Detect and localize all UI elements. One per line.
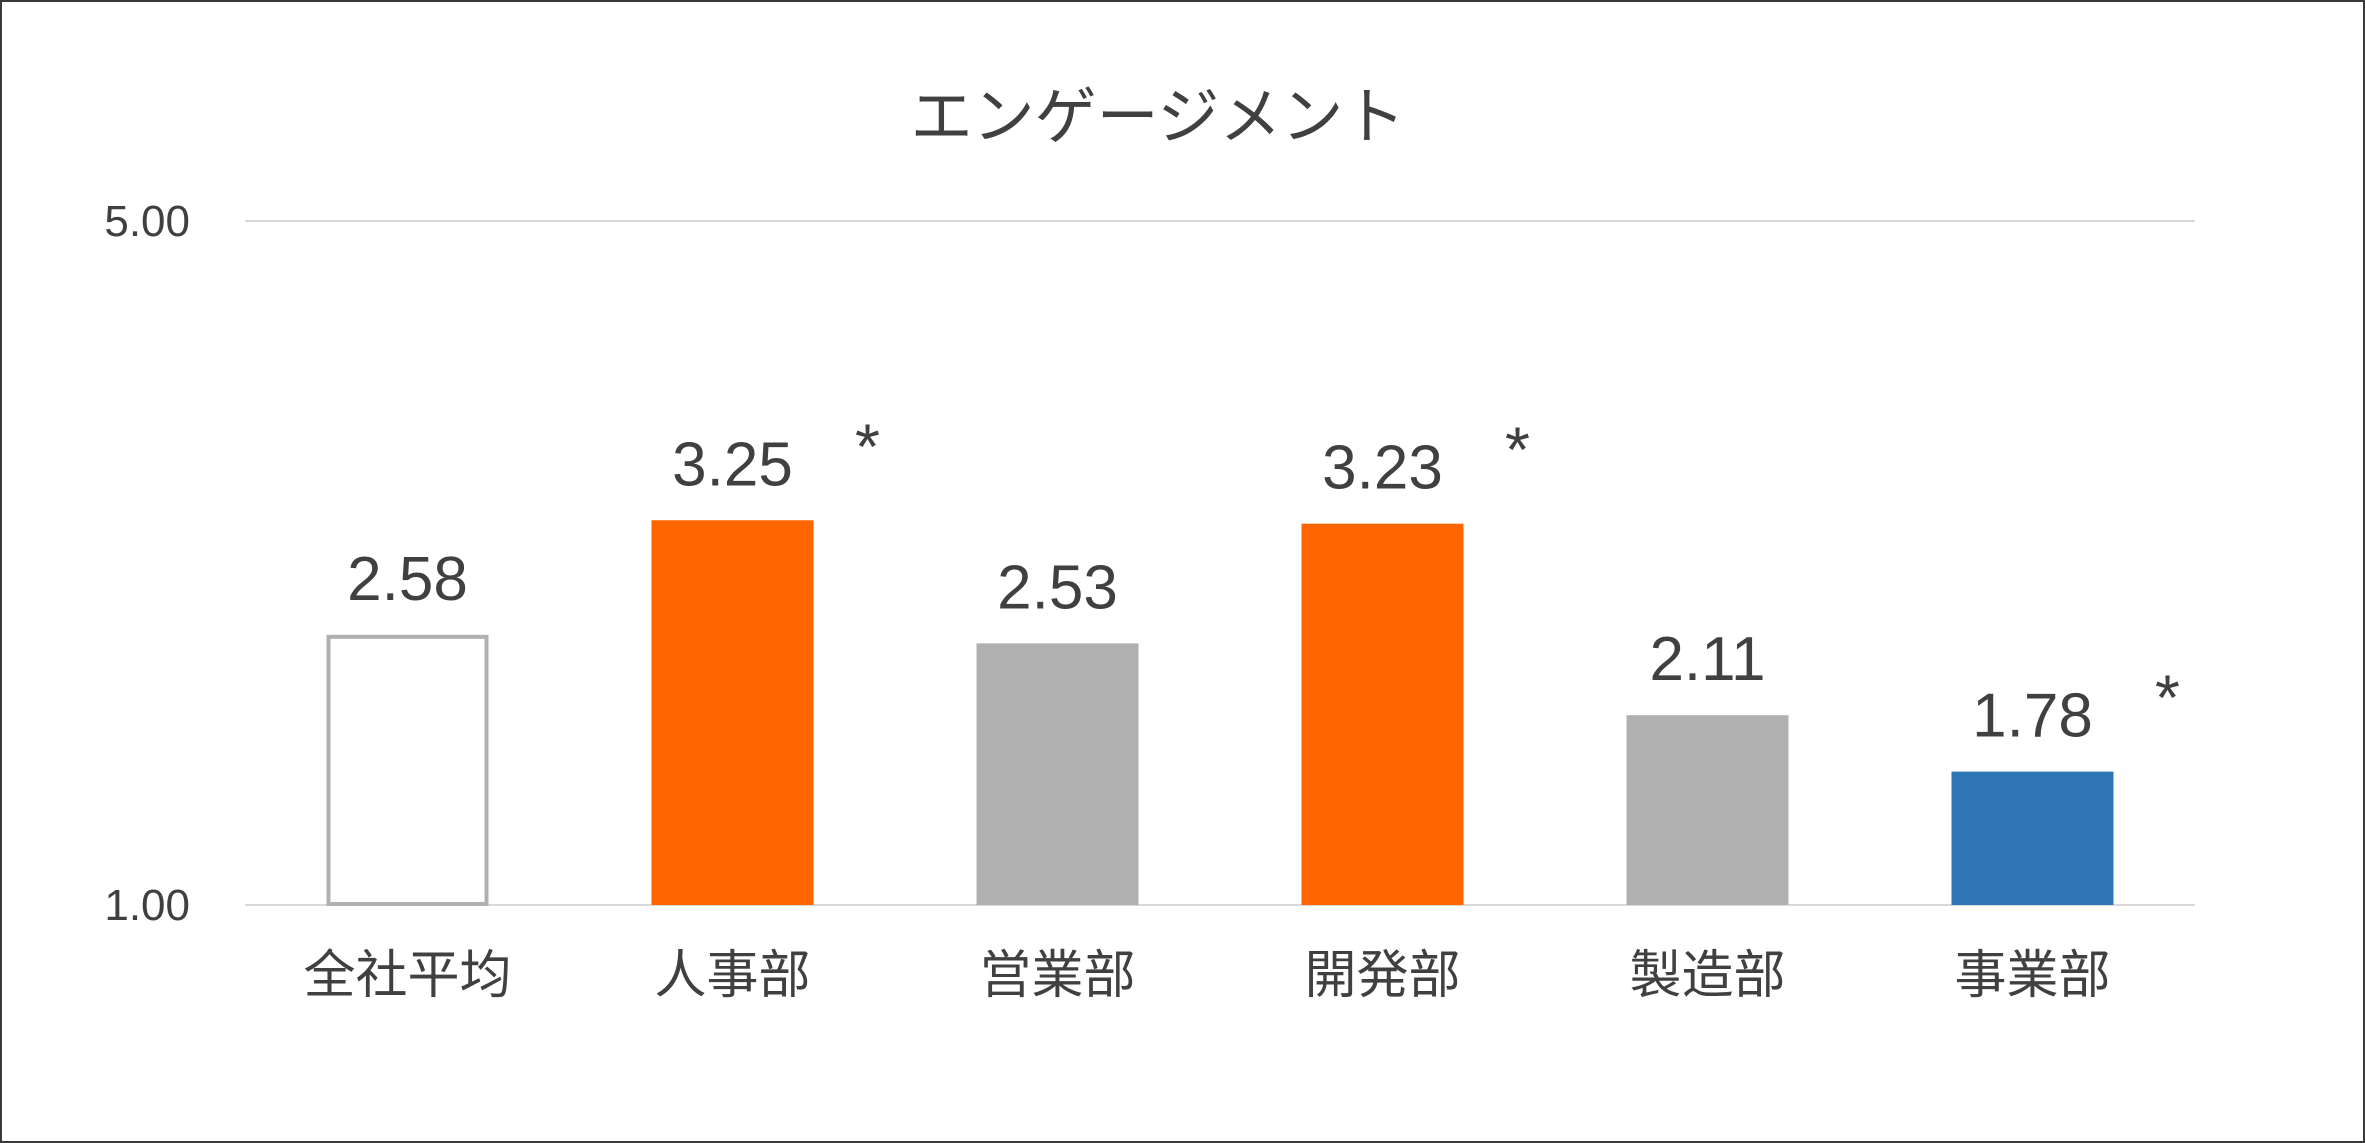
gridlines <box>245 220 2195 906</box>
data-labels: 2.58 3.25 * 2.53 3.23 * 2.11 1.78 * <box>347 410 2180 750</box>
data-label: 3.25 <box>672 430 793 499</box>
x-category-label: 全社平均 <box>303 946 511 1006</box>
x-category-label: 製造部 <box>1629 946 1785 1006</box>
data-label: 2.53 <box>997 553 1118 622</box>
y-tick-label: 1.00 <box>104 881 190 930</box>
bar <box>1951 771 2114 905</box>
chart-title: エンゲージメント <box>911 80 1406 153</box>
x-category-label: 事業部 <box>1954 946 2110 1006</box>
significance-marker: * <box>855 410 880 482</box>
x-category-label: 人事部 <box>654 946 810 1006</box>
data-label: 2.11 <box>1649 625 1765 694</box>
y-tick-label: 5.00 <box>104 197 190 246</box>
data-label: 1.78 <box>1972 682 2093 751</box>
bar <box>651 520 814 905</box>
data-label: 2.58 <box>347 545 468 614</box>
data-label: 3.23 <box>1322 434 1443 503</box>
significance-marker: * <box>1505 414 1530 486</box>
x-category-label: 開発部 <box>1304 946 1460 1006</box>
significance-marker: * <box>2155 662 2180 734</box>
bar <box>1626 715 1789 905</box>
bar <box>1301 523 1464 905</box>
bar <box>326 634 489 906</box>
y-axis-ticks: 1.00 5.00 <box>104 197 190 930</box>
x-category-label: 営業部 <box>979 946 1135 1006</box>
bars <box>326 520 2114 906</box>
x-axis-categories: 全社平均 人事部 営業部 開発部 製造部 事業部 <box>303 946 2110 1006</box>
bar <box>976 643 1139 905</box>
